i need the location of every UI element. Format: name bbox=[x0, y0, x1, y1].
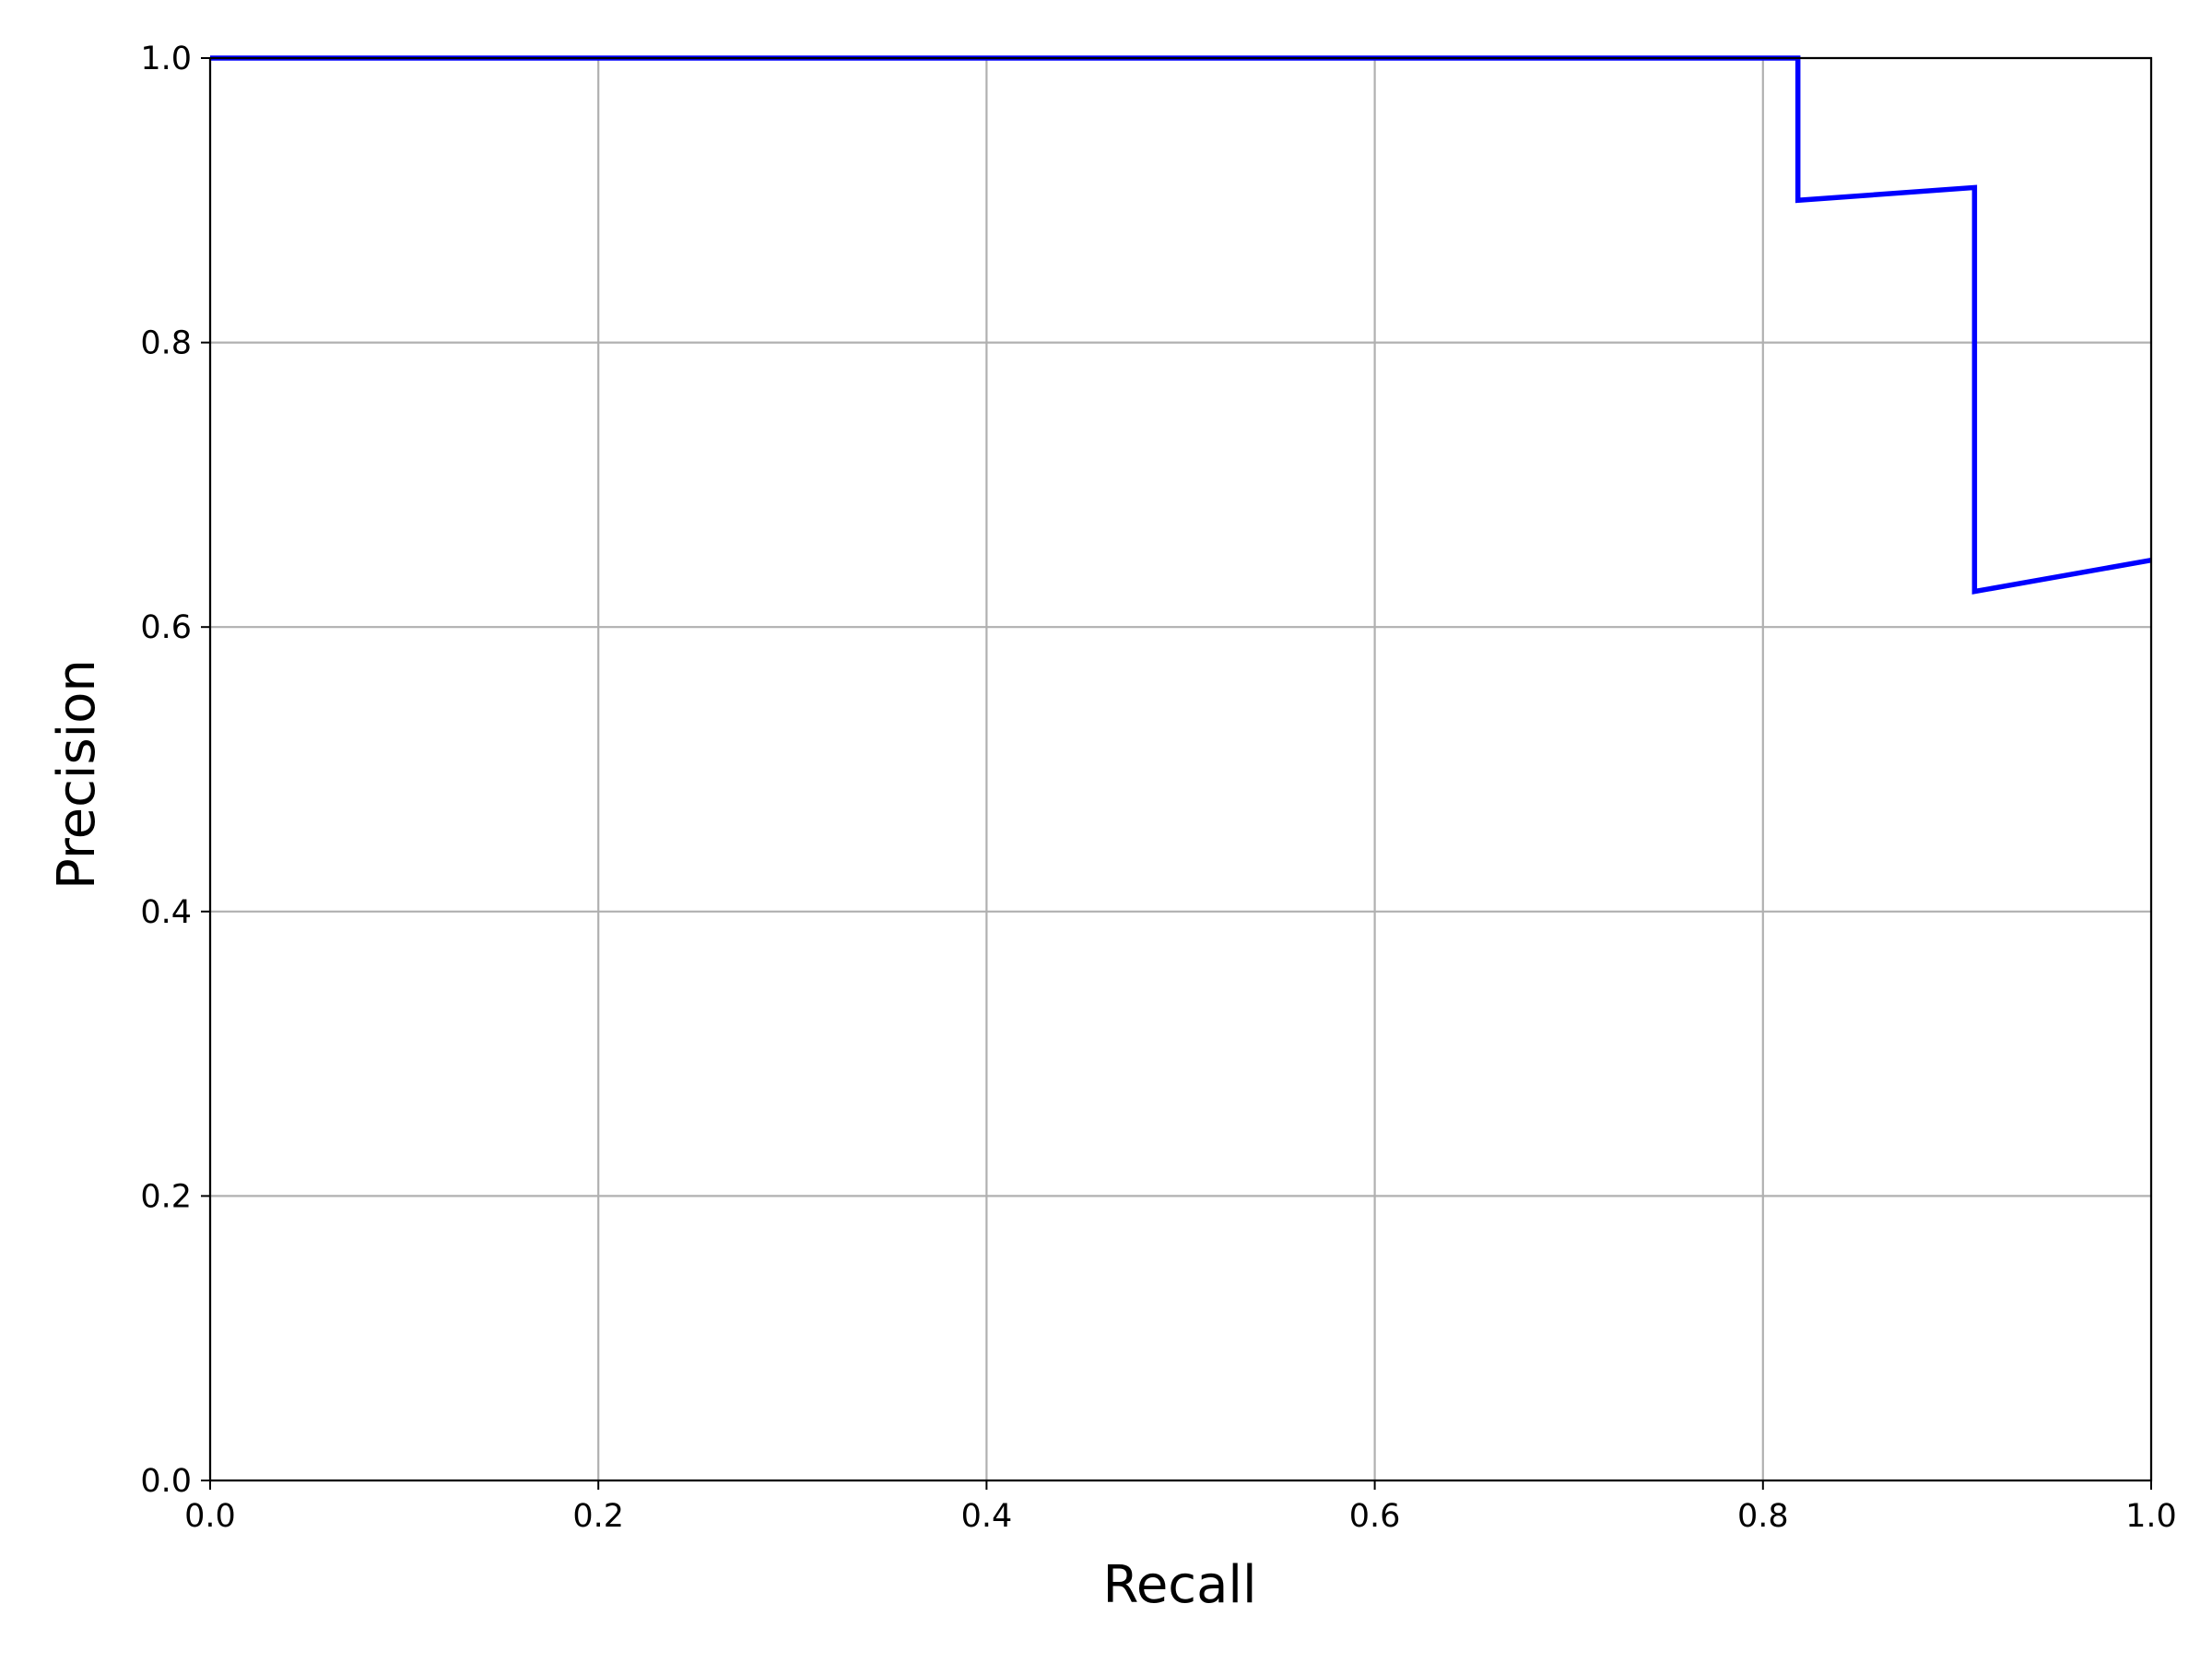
ticks: 0.0 0.2 0.4 0.6 0.8 1.0 0.0 0.2 0.4 0.6 0.8 1.0 bbox=[140, 41, 2177, 1535]
y-tick-label: 0.0 bbox=[140, 1463, 192, 1500]
y-tick-label: 0.6 bbox=[140, 609, 192, 646]
x-tick-label: 0.8 bbox=[1737, 1498, 1789, 1535]
x-axis-label: Recall bbox=[1102, 1555, 1256, 1615]
y-tick-label: 0.4 bbox=[140, 894, 192, 931]
y-tick-label: 1.0 bbox=[140, 41, 192, 77]
x-tick-label: 0.4 bbox=[961, 1498, 1013, 1535]
y-tick-label: 0.2 bbox=[140, 1178, 192, 1215]
x-tick-label: 0.2 bbox=[572, 1498, 624, 1535]
x-tick-label: 0.0 bbox=[184, 1498, 236, 1535]
y-axis-label: Precision bbox=[47, 659, 107, 890]
x-tick-label: 0.6 bbox=[1349, 1498, 1401, 1535]
x-tick-label: 1.0 bbox=[2125, 1498, 2177, 1535]
y-tick-label: 0.8 bbox=[140, 325, 192, 362]
axes bbox=[208, 56, 2153, 1482]
plot-area-frame bbox=[208, 56, 2153, 1482]
